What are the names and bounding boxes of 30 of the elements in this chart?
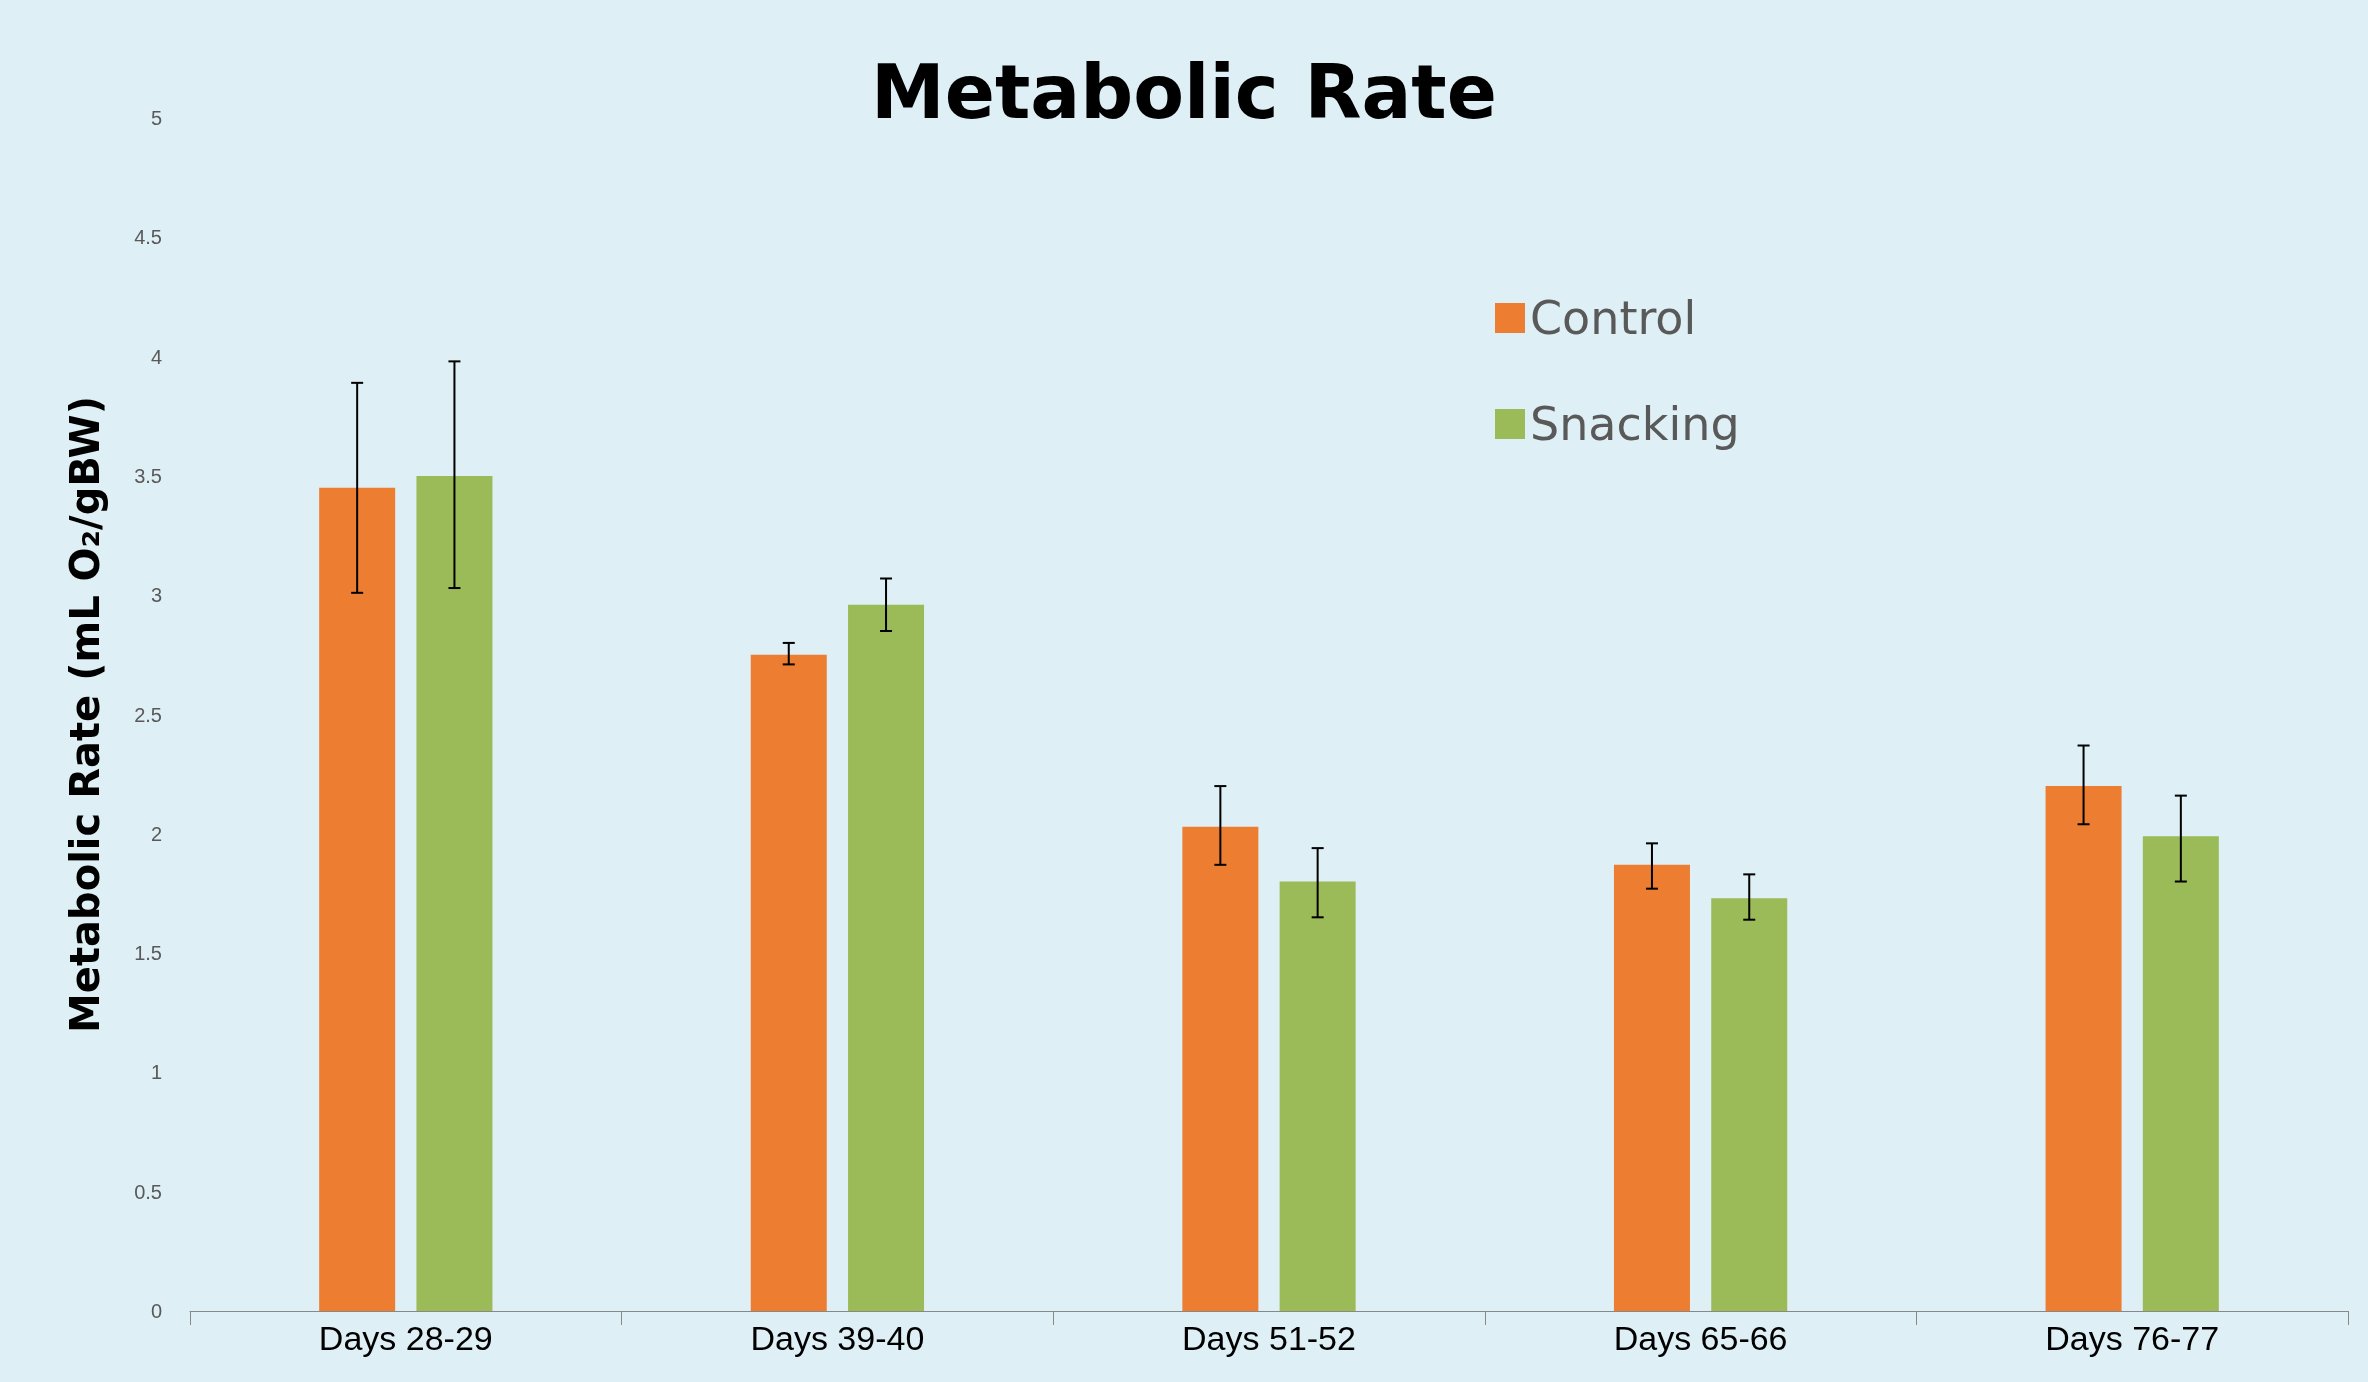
x-tick-label: Days 39-40 xyxy=(750,1319,925,1357)
y-tick-label: 2.5 xyxy=(134,703,162,726)
bar xyxy=(2045,786,2122,1311)
bar xyxy=(1613,864,1690,1311)
y-tick-label: 1 xyxy=(150,1061,162,1084)
bar xyxy=(2142,836,2219,1311)
y-tick-label: 0.5 xyxy=(134,1180,162,1203)
x-tick-label: Days 28-29 xyxy=(318,1319,493,1357)
y-tick-label: 3 xyxy=(150,584,162,607)
y-tick-label: 4 xyxy=(150,345,162,368)
x-tick-label: Days 65-66 xyxy=(1613,1319,1788,1357)
y-tick-label: 2 xyxy=(150,822,162,845)
x-tick-label: Days 51-52 xyxy=(1182,1319,1356,1357)
chart-title: Metabolic Rate xyxy=(871,49,1497,135)
y-tick-label: 0 xyxy=(150,1300,162,1322)
y-tick-label: 5 xyxy=(150,107,162,129)
bar xyxy=(1711,898,1788,1311)
y-axis-title: Metabolic Rate (mL O₂/gBW) xyxy=(62,395,108,1034)
y-tick-label: 3.5 xyxy=(134,464,162,487)
x-tick-label: Days 76-77 xyxy=(2045,1319,2220,1357)
bar xyxy=(1279,881,1356,1311)
bar xyxy=(319,487,396,1311)
y-tick-label: 4.5 xyxy=(134,226,162,249)
bar xyxy=(1182,826,1259,1311)
y-tick-label: 1.5 xyxy=(134,942,162,965)
legend-label: Control xyxy=(1530,291,1697,345)
legend-label: Snacking xyxy=(1530,397,1740,451)
bar xyxy=(848,604,925,1311)
bar xyxy=(416,475,493,1311)
bar xyxy=(750,654,827,1311)
